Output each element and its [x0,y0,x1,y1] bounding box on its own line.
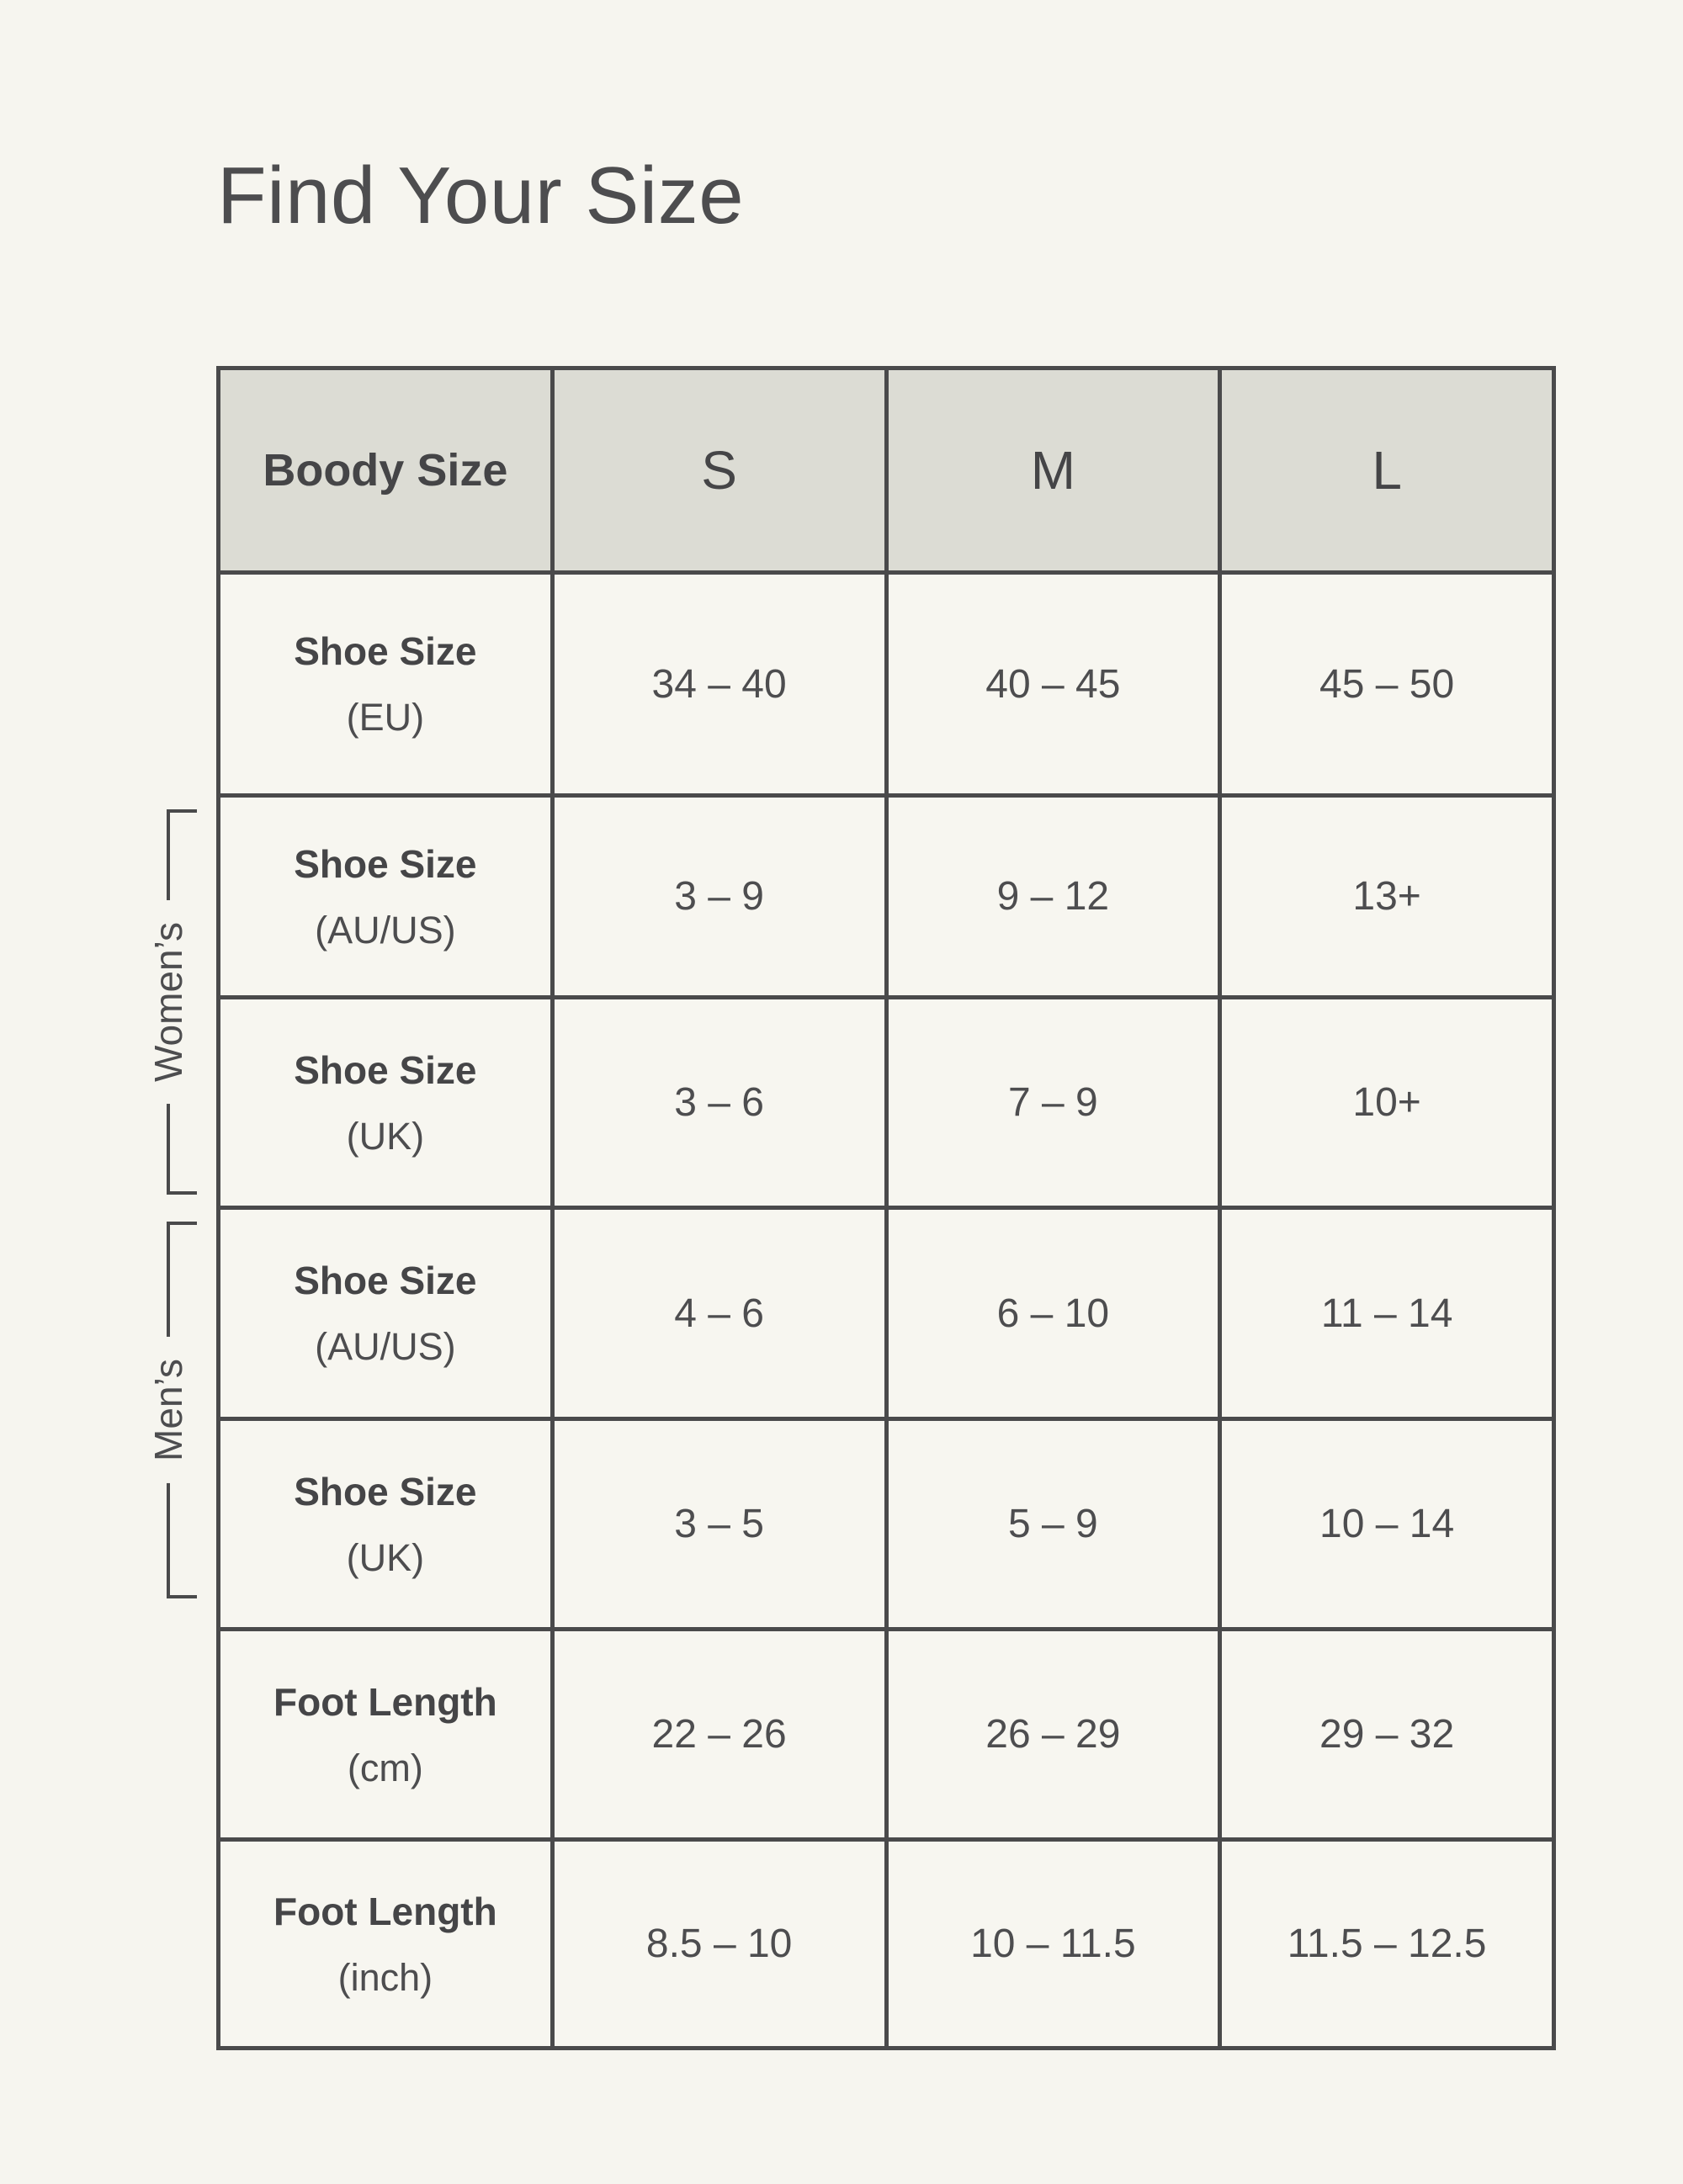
value-mens-au-us-l: 11 – 14 [1222,1210,1552,1417]
value-eu-m: 40 – 45 [888,575,1218,793]
row-header-shoe-size-eu: Shoe Size (EU) [220,575,550,793]
value-foot-length-inch-s: 8.5 – 10 [554,1842,884,2046]
value-foot-length-cm-m: 26 – 29 [888,1631,1218,1837]
page-title: Find Your Size [217,151,745,241]
row-unit-label: (EU) [346,696,425,739]
womens-group-bracket: Women’s [146,809,197,1195]
size-chart-table: Boody Size S M L Shoe Size (EU) 34 – 40 … [216,366,1556,2050]
row-measure-label: Shoe Size [294,1469,477,1513]
column-header-l: L [1222,370,1552,570]
value-mens-au-us-m: 6 – 10 [888,1210,1218,1417]
value-womens-au-us-l: 13+ [1222,798,1552,995]
value-mens-uk-l: 10 – 14 [1222,1421,1552,1627]
mens-group-label: Men’s [146,1337,191,1483]
row-header-foot-length-cm: Foot Length (cm) [220,1631,550,1837]
row-unit-label: (UK) [346,1114,425,1158]
row-unit-label: (cm) [347,1746,423,1789]
row-measure-label: Shoe Size [294,1047,477,1092]
value-womens-uk-l: 10+ [1222,999,1552,1206]
value-eu-l: 45 – 50 [1222,575,1552,793]
row-measure-label: Foot Length [273,1679,497,1724]
value-womens-uk-s: 3 – 6 [554,999,884,1206]
row-header-foot-length-inch: Foot Length (inch) [220,1842,550,2046]
value-eu-s: 34 – 40 [554,575,884,793]
row-header-mens-shoe-size-uk: Shoe Size (UK) [220,1421,550,1627]
row-measure-label: Foot Length [273,1889,497,1933]
column-header-m: M [888,370,1218,570]
column-header-boody-size: Boody Size [220,370,550,570]
row-measure-label: Shoe Size [294,841,477,886]
value-womens-au-us-m: 9 – 12 [888,798,1218,995]
row-unit-label: (AU/US) [315,908,456,952]
row-measure-label: Shoe Size [294,629,477,673]
row-unit-label: (AU/US) [315,1325,456,1368]
value-foot-length-cm-s: 22 – 26 [554,1631,884,1837]
column-header-s: S [554,370,884,570]
value-foot-length-cm-l: 29 – 32 [1222,1631,1552,1837]
row-header-mens-shoe-size-au-us: Shoe Size (AU/US) [220,1210,550,1417]
row-unit-label: (inch) [337,1955,433,1999]
womens-group-label: Women’s [146,899,191,1105]
row-header-womens-shoe-size-au-us: Shoe Size (AU/US) [220,798,550,995]
value-mens-uk-m: 5 – 9 [888,1421,1218,1627]
value-womens-au-us-s: 3 – 9 [554,798,884,995]
value-mens-uk-s: 3 – 5 [554,1421,884,1627]
value-mens-au-us-s: 4 – 6 [554,1210,884,1417]
row-header-womens-shoe-size-uk: Shoe Size (UK) [220,999,550,1206]
value-foot-length-inch-m: 10 – 11.5 [888,1842,1218,2046]
mens-group-bracket: Men’s [146,1222,197,1598]
value-womens-uk-m: 7 – 9 [888,999,1218,1206]
row-measure-label: Shoe Size [294,1259,477,1302]
value-foot-length-inch-l: 11.5 – 12.5 [1222,1842,1552,2046]
row-unit-label: (UK) [346,1535,425,1579]
